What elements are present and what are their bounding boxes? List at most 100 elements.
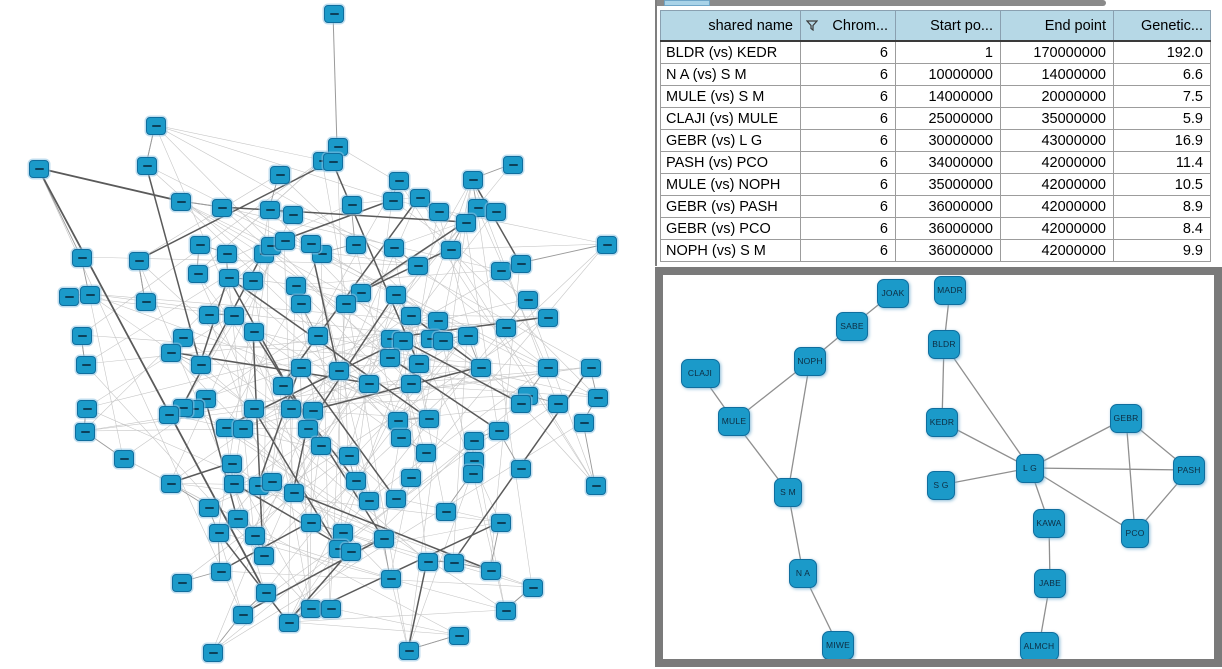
graph-node[interactable] bbox=[401, 375, 421, 393]
cell-value[interactable]: 42000000 bbox=[1000, 195, 1114, 218]
graph-node-gebr[interactable]: GEBR bbox=[1109, 403, 1143, 433]
graph-node[interactable] bbox=[491, 262, 511, 280]
graph-node[interactable] bbox=[191, 356, 211, 374]
table-row[interactable]: CLAJI (vs) MULE 6 25000000 35000000 5.9 bbox=[660, 107, 1211, 130]
graph-node[interactable] bbox=[464, 432, 484, 450]
graph-node[interactable] bbox=[209, 524, 229, 542]
cell-value[interactable]: 10000000 bbox=[895, 63, 1001, 86]
graph-node[interactable] bbox=[491, 514, 511, 532]
graph-edge[interactable] bbox=[940, 467, 1031, 486]
graph-node[interactable] bbox=[380, 349, 400, 367]
cell-value[interactable]: 6 bbox=[800, 217, 896, 240]
cell-value[interactable]: 6 bbox=[800, 195, 896, 218]
graph-node[interactable] bbox=[351, 284, 371, 302]
filter-funnel-icon[interactable] bbox=[806, 19, 819, 31]
graph-node[interactable] bbox=[161, 344, 181, 362]
graph-node[interactable] bbox=[336, 295, 356, 313]
graph-node[interactable] bbox=[408, 257, 428, 275]
graph-node[interactable] bbox=[409, 355, 429, 373]
scrollbar-track[interactable] bbox=[657, 0, 1106, 6]
graph-node-s-m[interactable]: S M bbox=[774, 477, 802, 507]
graph-node[interactable] bbox=[172, 574, 192, 592]
graph-node[interactable] bbox=[222, 455, 242, 473]
graph-node[interactable] bbox=[199, 306, 219, 324]
graph-node[interactable] bbox=[211, 563, 231, 581]
graph-node[interactable] bbox=[199, 499, 219, 517]
graph-node-mule[interactable]: MULE bbox=[717, 406, 751, 436]
cell-value[interactable]: 35000000 bbox=[1000, 107, 1114, 130]
graph-node-noph[interactable]: NOPH bbox=[793, 346, 827, 376]
graph-node[interactable] bbox=[228, 510, 248, 528]
graph-node[interactable] bbox=[275, 232, 295, 250]
graph-node[interactable] bbox=[410, 189, 430, 207]
graph-node[interactable] bbox=[511, 395, 531, 413]
graph-node-l-g[interactable]: L G bbox=[1016, 453, 1044, 483]
cell-value[interactable]: 11.4 bbox=[1113, 151, 1211, 174]
graph-node[interactable] bbox=[80, 286, 100, 304]
cell-value[interactable]: 6 bbox=[800, 107, 896, 130]
cell-value[interactable]: 20000000 bbox=[1000, 85, 1114, 108]
cell-shared-name[interactable]: GEBR (vs) L G bbox=[660, 129, 801, 152]
cell-value[interactable]: 7.5 bbox=[1113, 85, 1211, 108]
graph-node[interactable] bbox=[129, 252, 149, 270]
graph-node[interactable] bbox=[401, 469, 421, 487]
cell-shared-name[interactable]: MULE (vs) S M bbox=[660, 85, 801, 108]
graph-node-joak[interactable]: JOAK bbox=[876, 278, 910, 308]
graph-node[interactable] bbox=[284, 484, 304, 502]
graph-node[interactable] bbox=[72, 249, 92, 267]
graph-node[interactable] bbox=[311, 437, 331, 455]
cell-value[interactable]: 36000000 bbox=[895, 217, 1001, 240]
graph-node[interactable] bbox=[346, 472, 366, 490]
graph-node[interactable] bbox=[321, 600, 341, 618]
graph-node-pash[interactable]: PASH bbox=[1172, 455, 1206, 485]
graph-node[interactable] bbox=[496, 602, 516, 620]
graph-node[interactable] bbox=[286, 277, 306, 295]
graph-node[interactable] bbox=[391, 429, 411, 447]
graph-node[interactable] bbox=[301, 235, 321, 253]
cell-value[interactable]: 8.9 bbox=[1113, 195, 1211, 218]
graph-node[interactable] bbox=[359, 375, 379, 393]
graph-node[interactable] bbox=[538, 309, 558, 327]
graph-node[interactable] bbox=[245, 527, 265, 545]
cell-value[interactable]: 42000000 bbox=[1000, 173, 1114, 196]
graph-node[interactable] bbox=[389, 172, 409, 190]
graph-edge[interactable] bbox=[787, 360, 811, 493]
graph-node[interactable] bbox=[471, 359, 491, 377]
graph-node[interactable] bbox=[458, 327, 478, 345]
graph-node[interactable] bbox=[75, 423, 95, 441]
graph-node[interactable] bbox=[339, 447, 359, 465]
graph-node[interactable] bbox=[29, 160, 49, 178]
graph-node-bldr[interactable]: BLDR bbox=[927, 329, 961, 359]
cell-value[interactable]: 34000000 bbox=[895, 151, 1001, 174]
cell-value[interactable]: 6.6 bbox=[1113, 63, 1211, 86]
cell-value[interactable]: 36000000 bbox=[895, 195, 1001, 218]
graph-node-claji[interactable]: CLAJI bbox=[680, 358, 720, 388]
table-row[interactable]: GEBR (vs) PASH 6 36000000 42000000 8.9 bbox=[660, 195, 1211, 218]
graph-node[interactable] bbox=[503, 156, 523, 174]
graph-node[interactable] bbox=[159, 406, 179, 424]
graph-node[interactable] bbox=[291, 295, 311, 313]
graph-node-almch[interactable]: ALMCH bbox=[1019, 631, 1059, 659]
subnetwork-canvas[interactable]: JOAK MADR SABE BLDR NOPH CLAJI MULE KEDR GEBR L G… bbox=[663, 275, 1214, 659]
graph-node[interactable] bbox=[374, 530, 394, 548]
graph-node[interactable] bbox=[260, 201, 280, 219]
graph-node[interactable] bbox=[548, 395, 568, 413]
cell-value[interactable]: 42000000 bbox=[1000, 239, 1114, 262]
graph-node[interactable] bbox=[342, 196, 362, 214]
table-row[interactable]: BLDR (vs) KEDR 6 1 170000000 192.0 bbox=[660, 40, 1211, 64]
graph-node[interactable] bbox=[137, 157, 157, 175]
graph-node[interactable] bbox=[456, 214, 476, 232]
graph-node[interactable] bbox=[301, 514, 321, 532]
graph-node[interactable] bbox=[136, 293, 156, 311]
table-row[interactable]: PASH (vs) PCO 6 34000000 42000000 11.4 bbox=[660, 151, 1211, 174]
subnetwork-panel[interactable]: JOAK MADR SABE BLDR NOPH CLAJI MULE KEDR GEBR L G… bbox=[655, 267, 1222, 667]
graph-node-n-a[interactable]: N A bbox=[789, 558, 817, 588]
graph-node[interactable] bbox=[381, 570, 401, 588]
graph-node[interactable] bbox=[233, 606, 253, 624]
graph-node[interactable] bbox=[76, 356, 96, 374]
graph-node-miwe[interactable]: MIWE bbox=[821, 630, 855, 659]
cell-shared-name[interactable]: N A (vs) S M bbox=[660, 63, 801, 86]
cell-value[interactable]: 43000000 bbox=[1000, 129, 1114, 152]
graph-node[interactable] bbox=[523, 579, 543, 597]
graph-node[interactable] bbox=[441, 241, 461, 259]
